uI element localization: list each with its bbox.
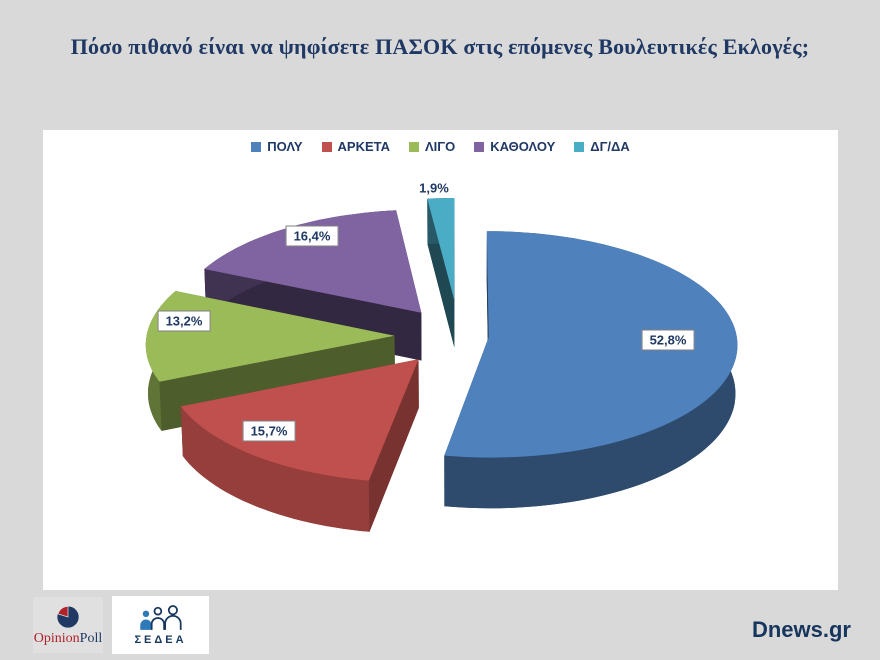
sedea-wordmark: ΣΕΔΕΑ: [134, 633, 187, 646]
slice-value-label: 52,8%: [641, 329, 695, 351]
legend-swatch: [474, 141, 485, 152]
legend-swatch: [251, 141, 262, 152]
legend-label: ΑΡΚΕΤΑ: [337, 139, 390, 154]
legend-item: ΛΙΓΟ: [409, 139, 455, 154]
legend-swatch: [321, 141, 332, 152]
opinionpoll-word-opinion: Opinion: [33, 631, 80, 646]
pie-slice: [444, 231, 738, 509]
sedea-logo: ΣΕΔΕΑ: [112, 596, 209, 654]
sedea-people-icon: [139, 604, 182, 630]
legend-label: ΚΑΘΟΛΟΥ: [490, 139, 556, 154]
chart-panel: ΠΟΛΥ ΑΡΚΕΤΑ ΛΙΓΟ ΚΑΘΟΛΟΥ ΔΓ/ΔΑ 52,8% 15,7% 13,…: [43, 130, 838, 590]
legend-item: ΠΟΛΥ: [251, 139, 303, 154]
slice-value-label: 16,4%: [285, 225, 339, 247]
legend-item: ΑΡΚΕΤΑ: [321, 139, 390, 154]
page-title: Πόσο πιθανό είναι να ψηφίσετε ΠΑΣΟΚ στις…: [70, 34, 810, 59]
legend-label: ΔΓ/ΔΑ: [590, 139, 630, 154]
opinionpoll-logo: OpinionPoll: [33, 597, 103, 653]
legend-swatch: [409, 141, 419, 152]
opinionpoll-word-poll: Poll: [79, 631, 103, 646]
legend-item: ΔΓ/ΔΑ: [574, 139, 630, 154]
pie-chart-3d: [145, 198, 738, 532]
pie-slice: [427, 198, 455, 348]
source-watermark: Dnews.gr: [751, 617, 851, 642]
opinionpoll-pie-icon: [57, 605, 79, 628]
legend-label: ΛΙΓΟ: [425, 139, 456, 154]
opinionpoll-wordmark: OpinionPoll: [34, 632, 102, 646]
pie-slice: [180, 359, 419, 532]
legend-item: ΚΑΘΟΛΟΥ: [474, 139, 555, 154]
slice-value-label: 13,2%: [157, 310, 211, 332]
slice-value-label: 15,7%: [242, 420, 296, 442]
legend-label: ΠΟΛΥ: [267, 139, 303, 154]
chart-legend: ΠΟΛΥ ΑΡΚΕΤΑ ΛΙΓΟ ΚΑΘΟΛΟΥ ΔΓ/ΔΑ: [43, 139, 838, 154]
legend-swatch: [574, 141, 585, 152]
slice-value-label: 1,9%: [419, 180, 449, 196]
